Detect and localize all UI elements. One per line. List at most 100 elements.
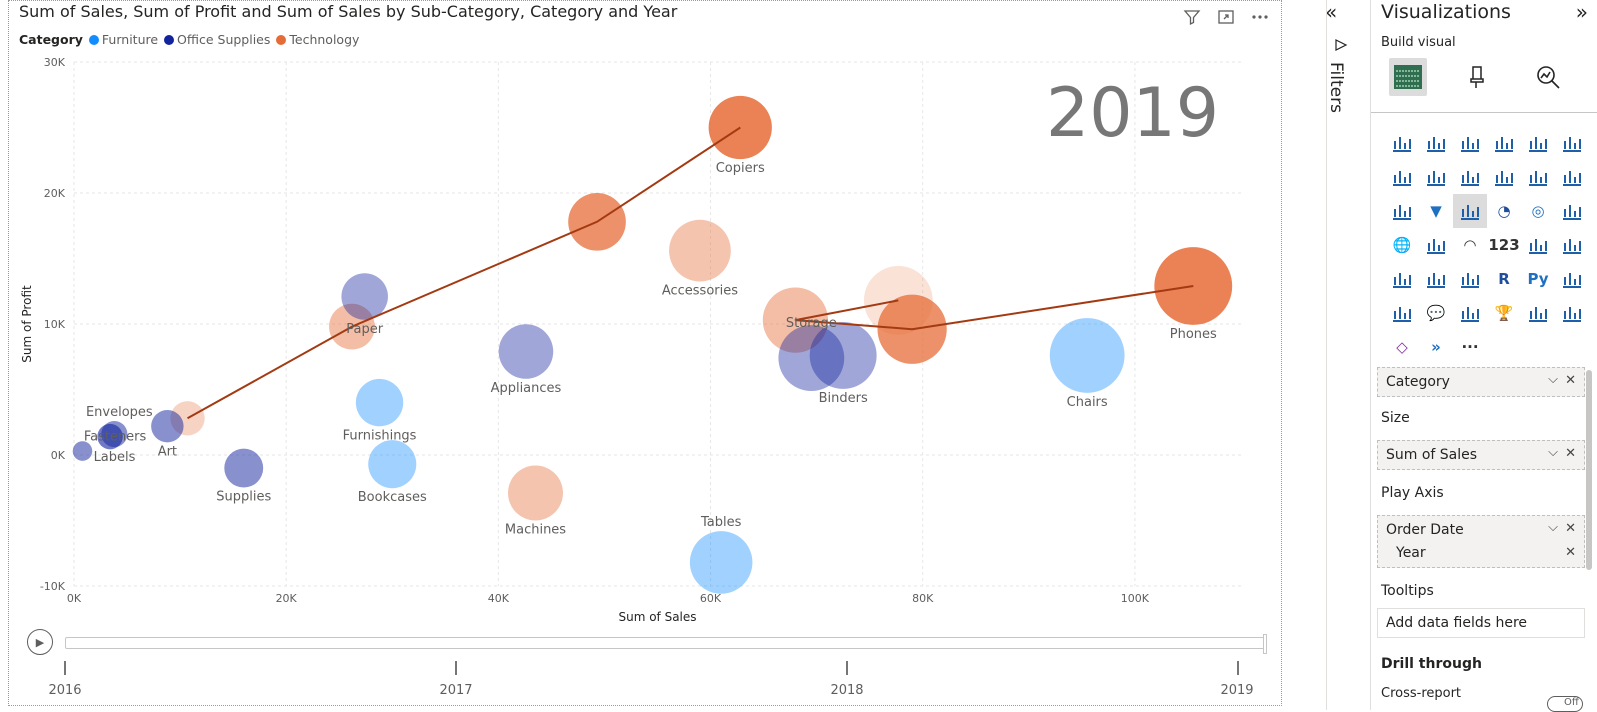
100-percent-column-chart-icon[interactable]: [1555, 126, 1589, 160]
more-visuals-icon[interactable]: ···: [1461, 338, 1479, 356]
y-tick-label: 20K: [44, 187, 66, 200]
map-icon[interactable]: 🌐: [1392, 236, 1412, 254]
x-tick-label: 100K: [1121, 592, 1150, 605]
expand-pane-icon[interactable]: »: [1575, 0, 1588, 24]
slicer-icon[interactable]: [1385, 262, 1419, 296]
chevron-down-icon[interactable]: ⌵: [1548, 372, 1558, 387]
stacked-bar-chart-icon[interactable]: [1385, 126, 1419, 160]
chevron-down-icon[interactable]: ⌵: [1548, 445, 1558, 460]
size-field-well[interactable]: Sum of Sales ⌵ ✕: [1377, 440, 1585, 470]
stacked-column-chart-icon[interactable]: [1419, 126, 1453, 160]
play-axis-label: Play Axis: [1381, 485, 1444, 501]
bubble-label: Furnishings: [343, 428, 417, 443]
bubble-label: Labels: [94, 450, 136, 465]
pie-chart-icon[interactable]: ◔: [1497, 202, 1511, 220]
format-visual-icon[interactable]: [1459, 58, 1497, 96]
bubble-paper: [341, 273, 388, 320]
play-axis-label: 2019: [1220, 683, 1254, 698]
stacked-area-chart-icon[interactable]: [1453, 160, 1487, 194]
chevron-down-icon[interactable]: ⌵: [1548, 520, 1558, 535]
pane-divider: [1326, 0, 1327, 710]
card-icon[interactable]: 123: [1488, 236, 1520, 254]
remove-field-icon[interactable]: ✕: [1565, 521, 1576, 536]
play-button[interactable]: ▶: [27, 629, 53, 655]
power-apps-icon[interactable]: ◇: [1396, 338, 1408, 356]
filters-label[interactable]: Filters: [1326, 62, 1346, 113]
build-visual-icon[interactable]: [1389, 58, 1427, 96]
paginated-report-icon[interactable]: [1521, 296, 1555, 330]
filled-map-icon[interactable]: [1419, 228, 1453, 262]
gauge-icon[interactable]: ◠: [1464, 236, 1476, 254]
analytics-icon[interactable]: [1529, 58, 1567, 96]
legend-item-office-supplies[interactable]: Office Supplies: [164, 32, 270, 47]
legend-item-technology[interactable]: Technology: [276, 32, 359, 47]
category-field-well[interactable]: Category ⌵ ✕: [1377, 367, 1585, 397]
line-stacked-column-icon[interactable]: [1521, 160, 1555, 194]
waterfall-chart-icon[interactable]: [1385, 194, 1419, 228]
size-label: Size: [1381, 410, 1410, 426]
matrix-icon[interactable]: [1453, 262, 1487, 296]
play-axis-slider[interactable]: [65, 634, 1267, 654]
bubble-label: Bookcases: [358, 490, 427, 505]
legend-dot: [88, 34, 99, 45]
play-axis-thumb[interactable]: [1263, 634, 1267, 654]
bubble-label: Envelopes: [86, 405, 153, 420]
tooltips-drop-zone[interactable]: Add data fields here: [1377, 608, 1585, 638]
clustered-column-chart-icon[interactable]: [1487, 126, 1521, 160]
decomposition-tree-icon[interactable]: [1385, 296, 1419, 330]
remove-field-icon[interactable]: ✕: [1565, 446, 1576, 461]
line-clustered-column-icon[interactable]: [1487, 160, 1521, 194]
scatter-visual[interactable]: Sum of Sales, Sum of Profit and Sum of S…: [8, 0, 1282, 706]
donut-chart-icon[interactable]: ◎: [1531, 202, 1545, 220]
qa-icon[interactable]: 💬: [1426, 304, 1446, 322]
bubble-label: Appliances: [491, 381, 562, 396]
bubble-art: [151, 409, 184, 443]
bubble-label: Fasteners: [84, 430, 147, 445]
funnel-chart-icon[interactable]: ▼: [1430, 202, 1442, 220]
x-tick-label: 0K: [67, 592, 82, 605]
smart-narrative-icon[interactable]: [1453, 296, 1487, 330]
focus-mode-icon[interactable]: [1215, 7, 1237, 27]
field-hierarchy-level: Year: [1396, 545, 1426, 561]
line-chart-icon[interactable]: [1385, 160, 1419, 194]
bubble-label: Phones: [1170, 327, 1217, 342]
more-options-icon[interactable]: [1249, 7, 1271, 27]
r-visual-icon[interactable]: R: [1498, 270, 1510, 288]
filters-pane[interactable]: « Filters: [1325, 0, 1360, 710]
x-tick-label: 40K: [488, 592, 510, 605]
python-visual-icon[interactable]: Py: [1527, 270, 1549, 288]
trace-line: [795, 285, 1194, 331]
metrics-icon[interactable]: 🏆: [1494, 304, 1514, 322]
collapse-filters-icon[interactable]: «: [1325, 0, 1338, 24]
visual-type-gallery: ▼ ◔ ◎ 🌐 ◠ 123 R Py 💬 🏆 ◇ » ···: [1385, 126, 1595, 364]
pane-scrollbar[interactable]: [1586, 370, 1592, 570]
power-automate-icon[interactable]: [1555, 296, 1589, 330]
x-tick-label: 80K: [912, 592, 934, 605]
play-axis-label: 2016: [48, 683, 82, 698]
bubble-label: Chairs: [1067, 395, 1108, 410]
play-axis-tick: [455, 661, 457, 675]
scatter-chart-icon[interactable]: [1453, 194, 1487, 228]
visual-header: [1181, 7, 1271, 27]
remove-level-icon[interactable]: ✕: [1565, 545, 1576, 560]
x-tick-label: 60K: [700, 592, 722, 605]
remove-field-icon[interactable]: ✕: [1565, 373, 1576, 388]
table-icon[interactable]: [1419, 262, 1453, 296]
legend-dot: [164, 34, 175, 45]
pane-title: Visualizations: [1381, 1, 1511, 23]
legend-item-furniture[interactable]: Furniture: [88, 32, 158, 47]
treemap-icon[interactable]: [1555, 194, 1589, 228]
play-axis-field-well[interactable]: Order Date ⌵ ✕ Year ✕: [1377, 515, 1585, 568]
power-bi-icon[interactable]: »: [1431, 338, 1441, 356]
visualizations-pane: Visualizations » Build visual ▼ ◔ ◎ 🌐 ◠ 123 R P…: [1370, 0, 1597, 712]
bubble-appliances: [498, 324, 554, 379]
multi-row-card-icon[interactable]: [1521, 228, 1555, 262]
kpi-icon[interactable]: [1555, 228, 1589, 262]
area-chart-icon[interactable]: [1419, 160, 1453, 194]
key-influencers-icon[interactable]: [1555, 262, 1589, 296]
100-percent-bar-chart-icon[interactable]: [1521, 126, 1555, 160]
ribbon-chart-icon[interactable]: [1555, 160, 1589, 194]
filter-icon[interactable]: [1181, 7, 1203, 27]
clustered-bar-chart-icon[interactable]: [1453, 126, 1487, 160]
